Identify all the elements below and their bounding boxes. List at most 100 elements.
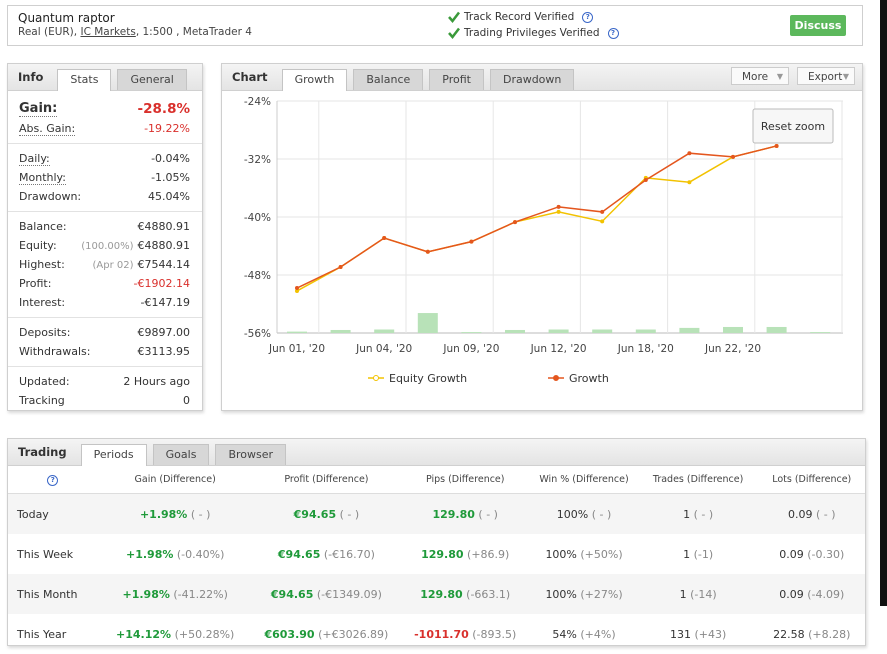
info-value: €9897.00 bbox=[137, 326, 191, 339]
table-cell: 0.09 (-4.09) bbox=[758, 574, 865, 614]
info-value-wrap: €4880.91 bbox=[138, 220, 191, 233]
info-value-wrap: 2 Hours ago bbox=[123, 375, 190, 388]
legend-label: Equity Growth bbox=[389, 372, 467, 385]
tab[interactable]: Goals bbox=[152, 444, 210, 465]
x-tick-label: Jun 01, '20 bbox=[268, 343, 325, 355]
reset-zoom-button[interactable]: Reset zoom bbox=[752, 108, 834, 144]
tab[interactable]: Balance bbox=[353, 69, 424, 90]
info-row: Interest: -€147.19 bbox=[8, 293, 202, 312]
cell-diff: (+4%) bbox=[580, 627, 616, 641]
legend-label: Growth bbox=[569, 372, 609, 385]
x-tick-label: Jun 04, '20 bbox=[355, 343, 412, 355]
column-header: Gain (Difference) bbox=[97, 466, 253, 494]
table-cell: 0.09 (-0.30) bbox=[758, 534, 865, 574]
tab[interactable]: Drawdown bbox=[489, 69, 575, 90]
cell-value: +1.98% bbox=[122, 587, 170, 601]
help-icon[interactable]: ? bbox=[47, 474, 59, 486]
right-edge-bar bbox=[880, 0, 887, 606]
point bbox=[643, 178, 648, 183]
trading-panel: Trading Periods Goals Browser ? Gain (Differ… bbox=[7, 438, 866, 646]
info-label: Equity: bbox=[19, 239, 57, 252]
chart: -24% -32% -40% -48% -56% Jun 01, '20 Jun 04, '… bbox=[244, 96, 843, 385]
point bbox=[731, 154, 735, 159]
info-value: -€1902.14 bbox=[133, 277, 190, 290]
point bbox=[295, 286, 299, 291]
point bbox=[556, 204, 561, 209]
info-value-wrap: -19.22% bbox=[144, 122, 190, 135]
cell-value: 1 bbox=[679, 587, 687, 601]
y-tick-label: -56% bbox=[244, 328, 271, 340]
cell-value: -1011.70 bbox=[414, 627, 469, 641]
cell-value: 129.80 bbox=[432, 507, 475, 521]
line-series bbox=[296, 145, 777, 289]
info-value: €3113.95 bbox=[137, 345, 191, 358]
table-cell: 100% (+27%) bbox=[530, 574, 638, 614]
help-icon[interactable]: ? bbox=[607, 27, 619, 39]
cell-diff: (+8.28) bbox=[808, 627, 851, 641]
tab[interactable]: Stats bbox=[57, 69, 112, 91]
cell-value: €94.65 bbox=[293, 507, 337, 521]
tab[interactable]: Profit bbox=[429, 69, 484, 90]
tab[interactable]: General bbox=[117, 69, 187, 90]
info-row: Monthly: -1.05% bbox=[8, 168, 202, 187]
info-value-wrap: -0.04% bbox=[151, 152, 190, 165]
column-header: Win % (Difference) bbox=[530, 466, 638, 494]
cell-diff: ( - ) bbox=[815, 507, 836, 521]
bar bbox=[461, 332, 482, 333]
broker-link[interactable]: IC Markets bbox=[80, 26, 136, 38]
cell-diff: (+86.9) bbox=[467, 547, 510, 561]
table-row: This Year +14.12% (+50.28%) €603.90 (+€302… bbox=[8, 614, 865, 654]
info-label: Updated: bbox=[19, 375, 70, 388]
check-icon bbox=[448, 11, 460, 23]
period-label: Today bbox=[8, 493, 98, 534]
cell-value: €94.65 bbox=[277, 547, 321, 561]
info-value-wrap: -1.05% bbox=[151, 171, 190, 184]
tab[interactable]: Periods bbox=[80, 444, 147, 466]
y-tick-label: -24% bbox=[244, 96, 271, 108]
dropdown-button[interactable]: More ▼ bbox=[731, 67, 789, 85]
table-cell: €94.65 ( - ) bbox=[252, 493, 401, 534]
dropdown-button[interactable]: Export ▼ bbox=[797, 67, 855, 85]
cell-value: 100% bbox=[556, 507, 589, 521]
help-icon[interactable]: ? bbox=[582, 11, 594, 23]
info-value: 45.04% bbox=[148, 190, 190, 203]
table-cell: +14.12% (+50.28%) bbox=[98, 614, 253, 654]
cell-value: 131 bbox=[669, 627, 691, 641]
table-cell: 129.80 (-663.1) bbox=[400, 574, 531, 614]
cell-diff: (-893.5) bbox=[472, 627, 517, 641]
discuss-button[interactable]: Discuss bbox=[790, 15, 846, 36]
cell-diff: (-4.09) bbox=[807, 587, 845, 601]
info-value-wrap: €9897.00 bbox=[138, 326, 191, 339]
info-value-wrap: 0 bbox=[183, 394, 190, 407]
cell-value: 54% bbox=[552, 627, 577, 641]
info-label: Profit: bbox=[19, 277, 52, 290]
cell-diff: ( - ) bbox=[693, 507, 714, 521]
cell-diff: (+50%) bbox=[580, 547, 623, 561]
bar bbox=[592, 329, 613, 333]
point bbox=[687, 151, 692, 156]
table-row: This Month +1.98% (-41.22%) €94.65 (-€1349… bbox=[8, 574, 865, 614]
cell-value: 100% bbox=[545, 587, 577, 601]
cell-diff: (+50.28%) bbox=[174, 627, 235, 641]
tab[interactable]: Growth bbox=[281, 69, 348, 91]
button-label: Reset zoom bbox=[761, 120, 825, 133]
verification: Trading Privileges Verified? bbox=[448, 25, 619, 41]
table-cell: €94.65 (-€16.70) bbox=[253, 534, 400, 574]
tab[interactable]: Browser bbox=[215, 444, 287, 465]
cell-diff: (+43) bbox=[694, 627, 727, 641]
period-label: This Month bbox=[8, 574, 98, 614]
cell-value: 0.09 bbox=[779, 587, 804, 601]
panel-title: Trading bbox=[18, 445, 67, 459]
check bbox=[448, 27, 460, 39]
button-box bbox=[752, 108, 834, 144]
bar bbox=[287, 331, 307, 333]
table-cell: €603.90 (+€3026.89) bbox=[253, 614, 400, 654]
info-row: Balance: €4880.91 bbox=[8, 217, 202, 236]
account-header: Quantum raptor Real (EUR), IC Markets, 1… bbox=[7, 5, 863, 46]
x-tick-label: Jun 22, '20 bbox=[704, 343, 761, 355]
bar bbox=[810, 332, 831, 333]
info-label: Interest: bbox=[19, 296, 66, 309]
table-cell: 129.80 (+86.9) bbox=[400, 534, 530, 574]
point bbox=[338, 265, 343, 270]
bar bbox=[766, 326, 787, 333]
